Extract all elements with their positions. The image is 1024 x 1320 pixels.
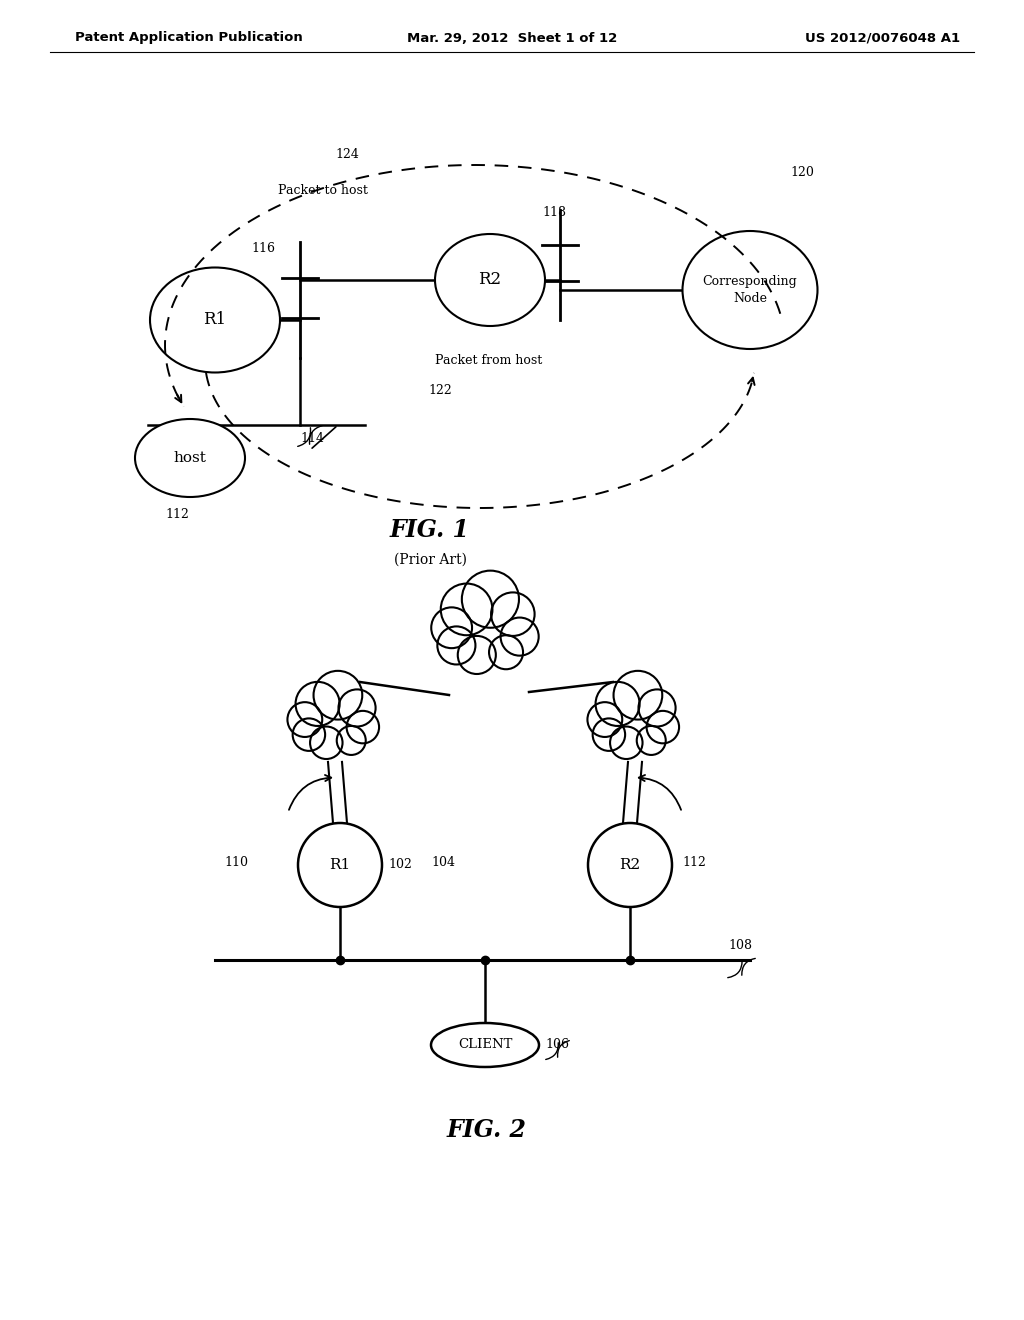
Circle shape — [593, 718, 625, 751]
Circle shape — [288, 702, 323, 737]
Circle shape — [310, 726, 343, 759]
Circle shape — [639, 689, 676, 726]
Ellipse shape — [431, 1023, 539, 1067]
Circle shape — [346, 711, 379, 743]
Text: 118: 118 — [542, 206, 566, 219]
Circle shape — [293, 718, 326, 751]
Text: 108: 108 — [728, 939, 752, 952]
Text: Mar. 29, 2012  Sheet 1 of 12: Mar. 29, 2012 Sheet 1 of 12 — [407, 32, 617, 45]
Text: 102: 102 — [388, 858, 412, 871]
Text: 124: 124 — [335, 149, 358, 161]
Circle shape — [458, 636, 496, 675]
Circle shape — [339, 689, 376, 726]
Text: 112: 112 — [165, 508, 188, 521]
Text: Packet to host: Packet to host — [278, 183, 368, 197]
Circle shape — [637, 726, 666, 755]
Circle shape — [610, 726, 642, 759]
Text: FIG. 1: FIG. 1 — [390, 517, 470, 543]
Text: Packet from host: Packet from host — [435, 354, 543, 367]
Circle shape — [596, 682, 640, 726]
Text: R1: R1 — [330, 858, 350, 873]
Circle shape — [462, 570, 519, 628]
Text: 116: 116 — [251, 242, 275, 255]
Text: 114: 114 — [300, 432, 324, 445]
Text: 106: 106 — [545, 1038, 569, 1051]
Circle shape — [296, 682, 340, 726]
Text: 120: 120 — [790, 165, 814, 178]
Circle shape — [613, 671, 663, 719]
Text: R2: R2 — [478, 272, 502, 289]
Circle shape — [440, 583, 493, 635]
Text: Patent Application Publication: Patent Application Publication — [75, 32, 303, 45]
Circle shape — [492, 593, 535, 636]
Text: 122: 122 — [428, 384, 452, 396]
Text: R1: R1 — [204, 312, 226, 329]
Text: (Prior Art): (Prior Art) — [393, 553, 467, 568]
Ellipse shape — [298, 822, 382, 907]
Text: 110: 110 — [224, 855, 248, 869]
Ellipse shape — [588, 822, 672, 907]
Circle shape — [431, 607, 472, 648]
Ellipse shape — [435, 234, 545, 326]
Ellipse shape — [135, 418, 245, 498]
Text: 112: 112 — [682, 855, 706, 869]
Ellipse shape — [683, 231, 817, 348]
Circle shape — [646, 711, 679, 743]
Text: CLIENT: CLIENT — [458, 1039, 512, 1052]
Text: host: host — [173, 451, 207, 465]
Circle shape — [313, 671, 362, 719]
Circle shape — [489, 635, 523, 669]
Text: Corresponding
Node: Corresponding Node — [702, 275, 798, 305]
Ellipse shape — [150, 268, 280, 372]
Circle shape — [337, 726, 366, 755]
Text: US 2012/0076048 A1: US 2012/0076048 A1 — [805, 32, 961, 45]
Circle shape — [437, 627, 475, 664]
Text: R2: R2 — [620, 858, 641, 873]
Text: FIG. 2: FIG. 2 — [447, 1118, 527, 1142]
Circle shape — [588, 702, 623, 737]
Text: 104: 104 — [431, 855, 455, 869]
Circle shape — [501, 618, 539, 656]
